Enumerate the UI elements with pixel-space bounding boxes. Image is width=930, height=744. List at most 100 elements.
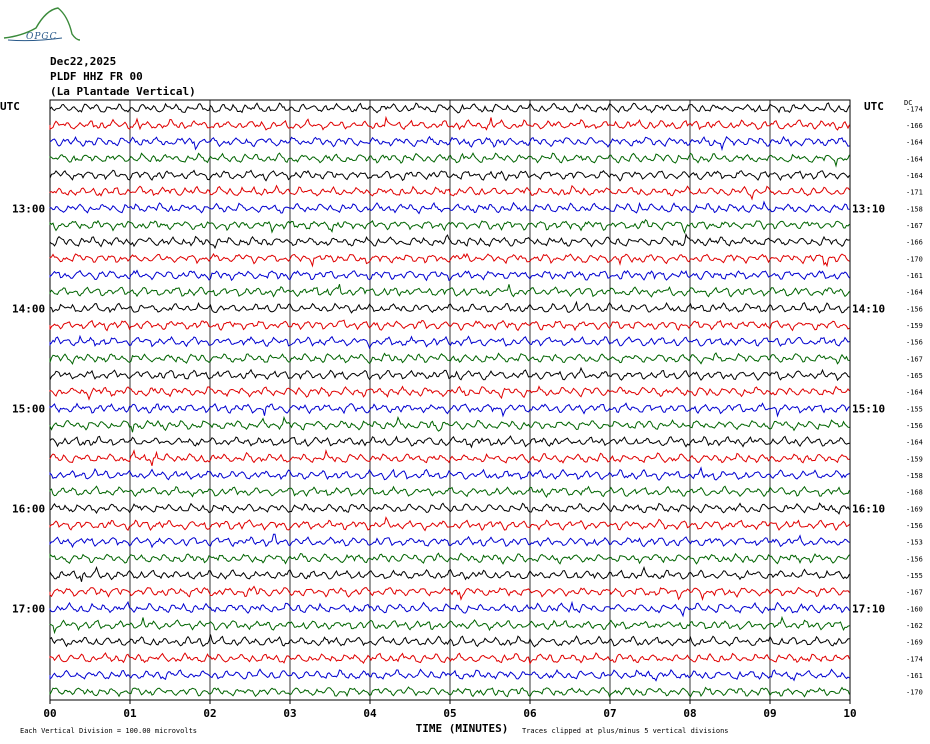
dc-offset-label: -167: [906, 355, 923, 363]
trace-line: [49, 102, 850, 114]
dc-offset-label: -160: [906, 605, 923, 613]
x-tick-label: 07: [603, 707, 616, 720]
dc-offset-label: -170: [906, 689, 923, 697]
trace-line: [49, 634, 850, 648]
header-description: (La Plantade Vertical): [50, 85, 196, 98]
trace-line: [49, 652, 850, 666]
dc-offset-label: -158: [906, 472, 923, 480]
x-tick-label: 08: [683, 707, 696, 720]
trace-line: [49, 319, 850, 332]
trace-line: [49, 232, 850, 250]
dc-offset-label: -169: [906, 639, 923, 647]
trace-line: [49, 284, 850, 298]
right-hour-label: 17:10: [852, 602, 885, 615]
dc-offset-label: -169: [906, 505, 923, 513]
left-hour-label: 17:00: [12, 602, 45, 615]
mountain-logo-icon: [3, 7, 81, 42]
right-hour-label: 13:10: [852, 202, 885, 215]
x-tick-label: 02: [203, 707, 216, 720]
x-tick-label: 09: [763, 707, 776, 720]
header-date: Dec22,2025: [50, 55, 117, 68]
dc-offset-label: -159: [906, 455, 923, 463]
dc-offset-label: -164: [906, 439, 923, 447]
dc-offset-label: -156: [906, 339, 923, 347]
left-hour-label: 14:00: [12, 302, 45, 315]
right-axis-label: UTC: [864, 100, 884, 113]
trace-line: [49, 334, 850, 350]
trace-line: [49, 615, 850, 635]
trace-line: [49, 600, 850, 618]
trace-line: [49, 533, 850, 549]
dc-offset-label: -159: [906, 322, 923, 330]
dc-offset-label: -155: [906, 572, 923, 580]
x-tick-label: 00: [43, 707, 56, 720]
trace-line: [49, 218, 850, 234]
dc-offset-label: -166: [906, 122, 923, 130]
trace-line: [49, 516, 850, 532]
trace-line: [49, 485, 850, 499]
trace-line: [49, 402, 850, 418]
right-hour-label: 16:10: [852, 502, 885, 515]
trace-line: [49, 352, 850, 366]
trace-line: [49, 565, 850, 582]
x-tick-label: 10: [843, 707, 856, 720]
vertical-division-note: Each Vertical Division = 100.00 microvol…: [20, 727, 197, 735]
trace-line: [49, 169, 850, 182]
trace-line: [49, 115, 850, 131]
dc-offset-label: -156: [906, 555, 923, 563]
dc-offset-label: -171: [906, 189, 923, 197]
dc-offset-label: -162: [906, 622, 923, 630]
trace-line: [49, 466, 850, 481]
trace-line: [49, 435, 850, 449]
dc-label: DC: [904, 99, 912, 107]
dc-offset-label: -164: [906, 139, 923, 147]
dc-offset-label: -170: [906, 255, 923, 263]
left-hour-label: 16:00: [12, 502, 45, 515]
dc-offset-label: -167: [906, 589, 923, 597]
dc-offset-label: -167: [906, 222, 923, 230]
dc-offset-label: -164: [906, 172, 923, 180]
x-tick-label: 04: [363, 707, 377, 720]
x-tick-label: 06: [523, 707, 537, 720]
dc-offset-label: -155: [906, 405, 923, 413]
trace-line: [49, 269, 850, 282]
x-tick-label: 05: [443, 707, 456, 720]
trace-line: [49, 449, 850, 466]
logo-text: OPGC: [26, 32, 58, 42]
trace-line: [49, 366, 850, 382]
trace-line: [49, 200, 850, 215]
plot-labels: 00 01 02 03 04 05 06 07 08 09 10 -174 -166 -164 -164 -1…: [0, 99, 923, 735]
dc-offset-label: -158: [906, 205, 923, 213]
trace-line: [49, 502, 850, 515]
left-hour-label: 13:00: [12, 202, 45, 215]
dc-offset-label: -153: [906, 539, 923, 547]
dc-offset-label: -164: [906, 155, 923, 163]
dc-offset-label: -166: [906, 239, 923, 247]
trace-line: [49, 585, 850, 601]
dc-offset-label: -156: [906, 522, 923, 530]
trace-line: [49, 184, 850, 201]
dc-offset-label: -156: [906, 422, 923, 430]
right-hour-label: 15:10: [852, 402, 885, 415]
left-axis-label: UTC: [0, 100, 20, 113]
dc-offset-label: -164: [906, 289, 923, 297]
trace-line: [49, 300, 850, 314]
plot-grid: [49, 99, 851, 704]
dc-offset-label: -174: [906, 655, 923, 663]
x-axis-label: TIME (MINUTES): [416, 722, 509, 735]
dc-offset-label: -164: [906, 389, 923, 397]
observatory-logo: OPGC: [2, 2, 82, 44]
trace-line: [49, 135, 850, 152]
right-hour-label: 14:10: [852, 302, 885, 315]
left-hour-label: 15:00: [12, 402, 45, 415]
dc-offset-label: -161: [906, 272, 923, 280]
trace-line: [49, 415, 850, 433]
trace-line: [49, 668, 850, 682]
plot-traces: [49, 102, 850, 698]
trace-line: [49, 385, 850, 401]
dc-offset-label: -165: [906, 372, 923, 380]
dc-offset-label: -168: [906, 489, 923, 497]
header-station: PLDF HHZ FR 00: [50, 70, 143, 83]
